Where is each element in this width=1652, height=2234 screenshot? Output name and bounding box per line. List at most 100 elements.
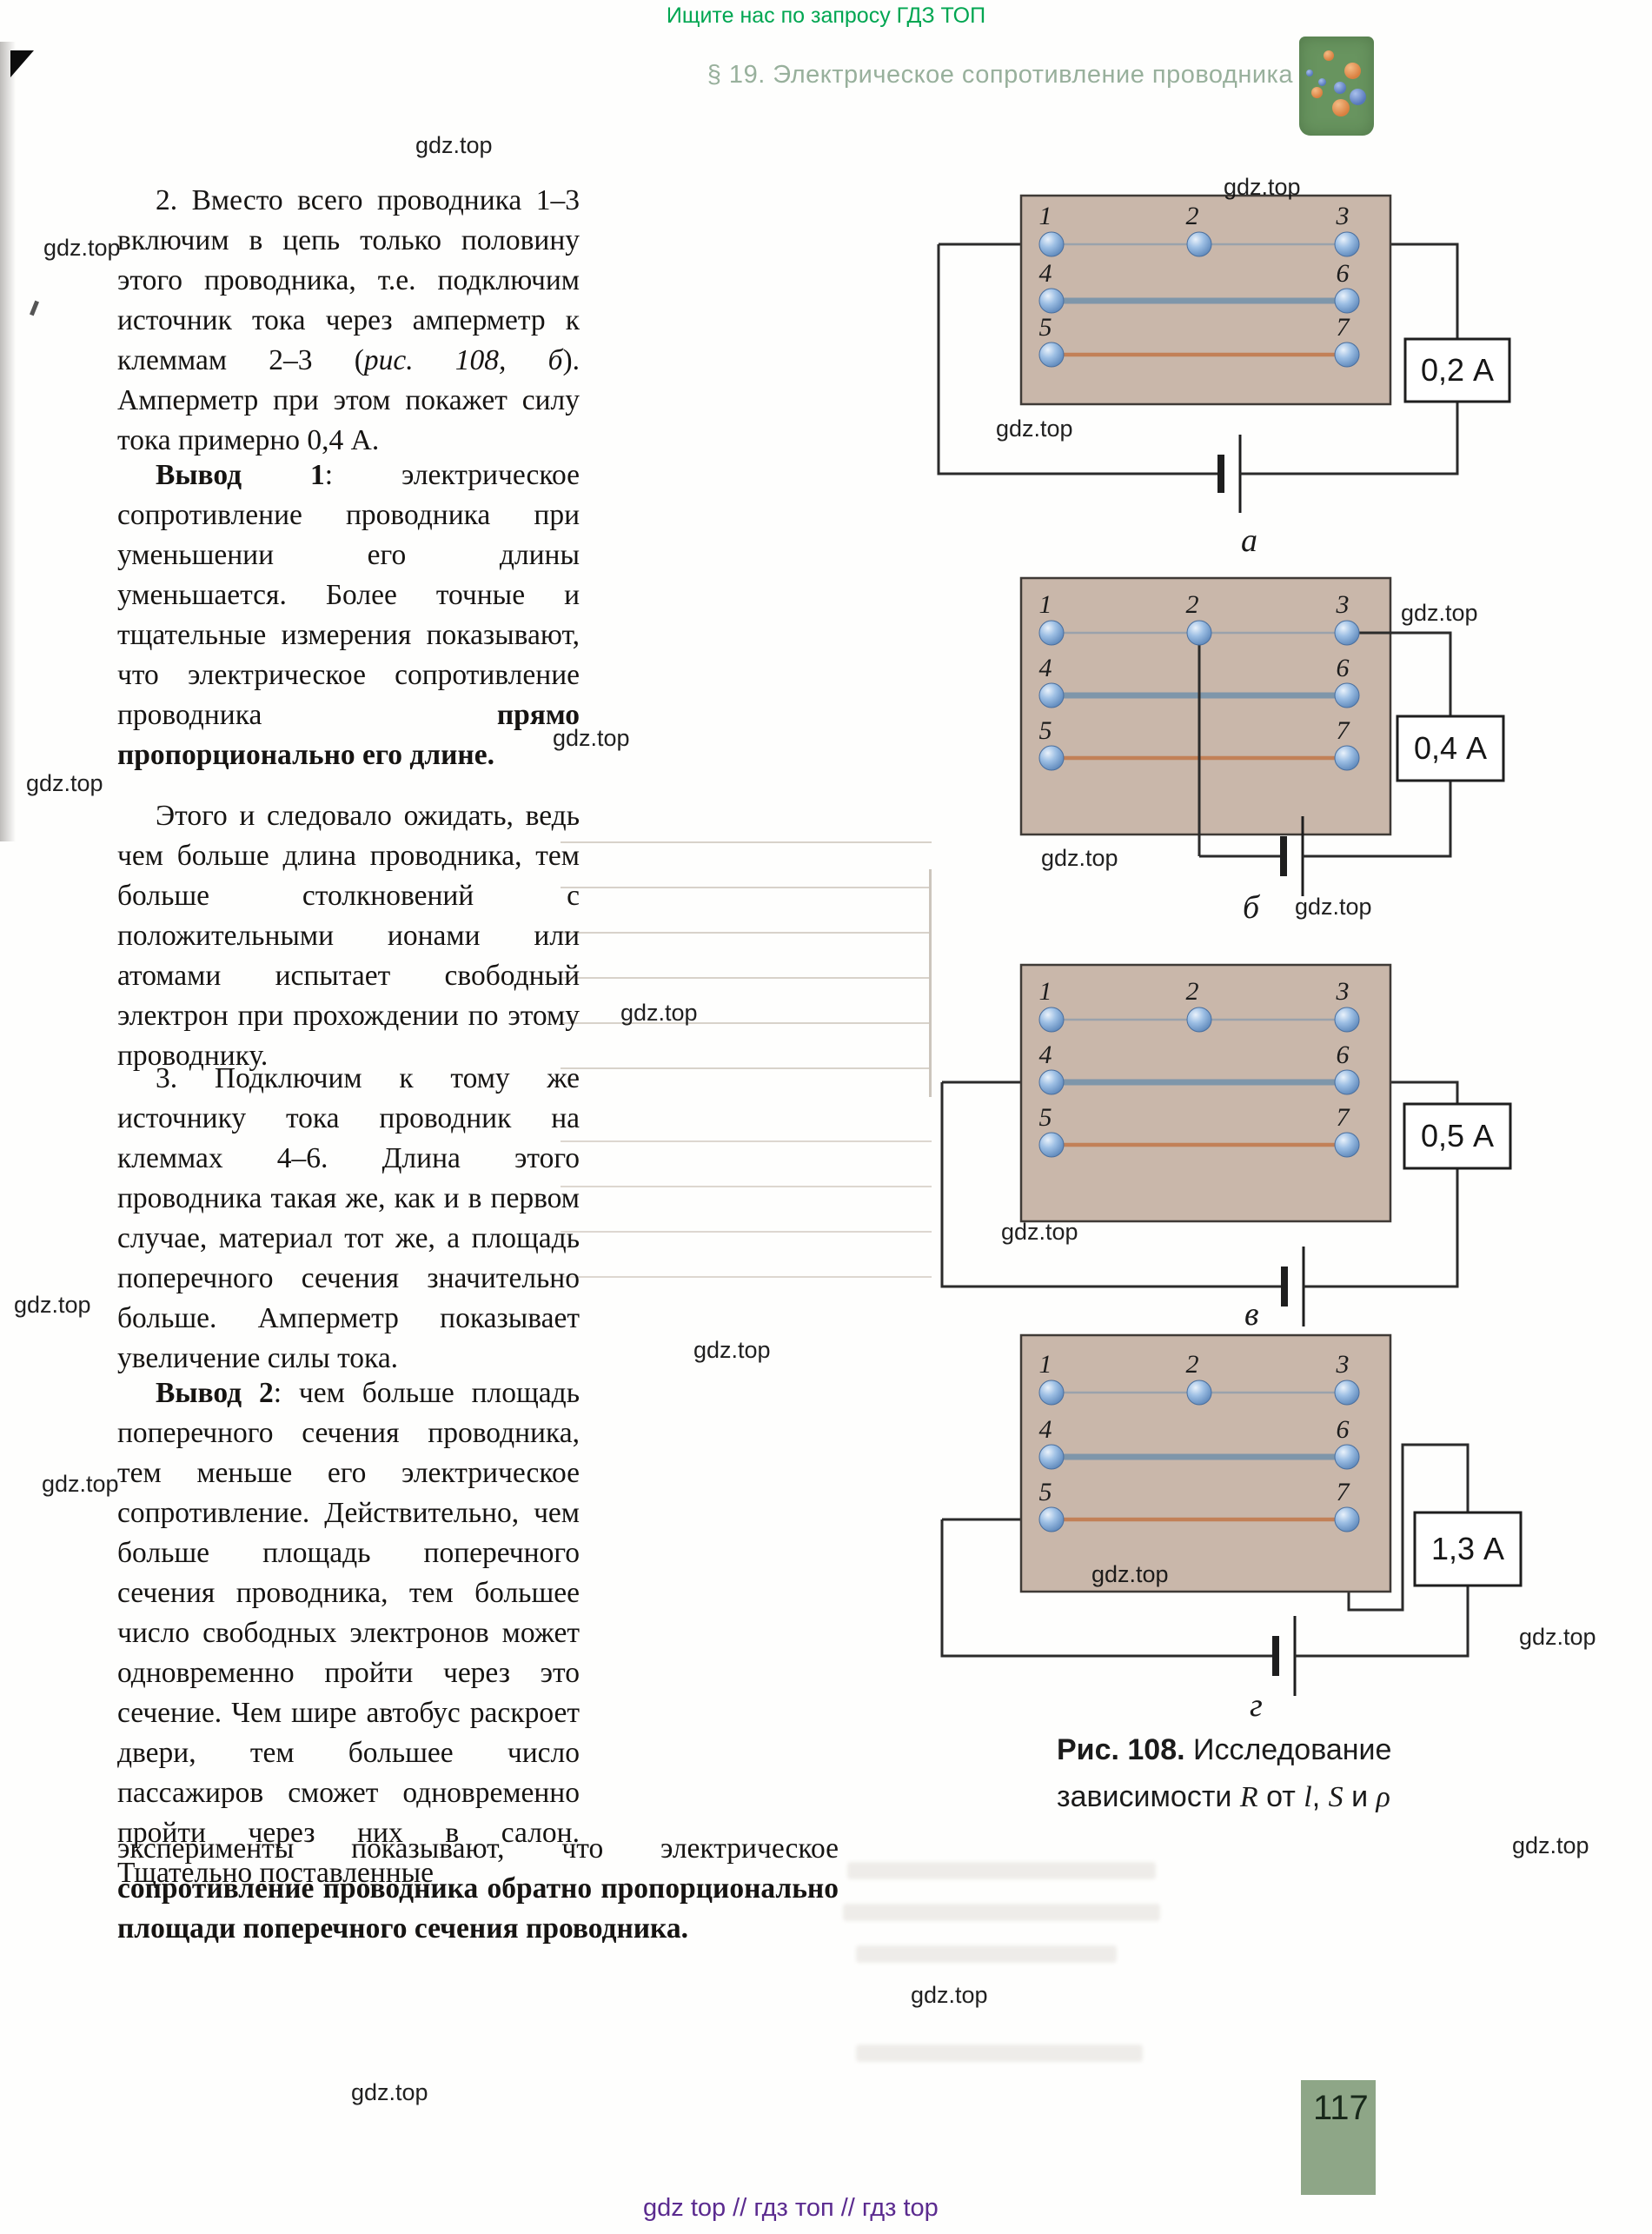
atom-dot <box>1344 63 1361 79</box>
atom-dot <box>1334 82 1346 94</box>
terminal-label: 4 <box>1039 654 1052 682</box>
bleedthrough-line <box>561 887 932 888</box>
circuit-diagram-a: 1 2 3 4 6 5 7 0,2 А <box>937 194 1511 513</box>
watermark: gdz.top <box>415 132 493 158</box>
terminal-label: 3 <box>1336 1350 1350 1379</box>
terminal-2 <box>1186 231 1212 257</box>
watermark: gdz.top <box>693 1337 771 1363</box>
conductor-board <box>1019 963 1392 1223</box>
ammeter-reading: 0,4 А <box>1414 730 1487 766</box>
terminal-label: 3 <box>1336 977 1350 1006</box>
bleedthrough-line <box>929 869 932 1097</box>
conductor-board <box>1019 1333 1392 1593</box>
terminal-label: 5 <box>1039 313 1052 342</box>
section-title: § 19. Электрическое сопротивление провод… <box>707 61 1293 89</box>
figure-caption: Рис. 108. Исследование зависимости R от … <box>1057 1726 1474 1821</box>
terminal-6 <box>1334 1069 1360 1095</box>
terminal-3 <box>1334 620 1360 646</box>
atom-dot <box>1311 87 1323 98</box>
diagram-label-g: г <box>1250 1687 1263 1724</box>
section-deco-image <box>1299 37 1374 136</box>
footer-links: gdz top // гдз топ // гдз top <box>643 2194 939 2222</box>
terminal-5 <box>1038 1132 1065 1158</box>
terminal-label: 7 <box>1337 716 1351 745</box>
conclusion-2-continued: эксперименты показывают, что электрическ… <box>117 1832 839 1945</box>
watermark: gdz.top <box>1041 845 1118 871</box>
diagram-label-a: а <box>1241 522 1257 559</box>
bleedthrough-line <box>561 1067 932 1069</box>
figure-caption-line2: зависимости R от l, S и ρ <box>1057 1780 1390 1813</box>
terminal-4 <box>1038 682 1065 708</box>
terminal-label: 4 <box>1039 1415 1052 1444</box>
terminal-label: 2 <box>1186 1350 1199 1379</box>
diagram-label-b: б <box>1243 889 1260 926</box>
bleedthrough-line <box>561 1022 932 1024</box>
watermark: gdz.top <box>26 770 103 796</box>
terminal-7 <box>1334 1132 1360 1158</box>
watermark: gdz.top <box>1091 1561 1169 1587</box>
ammeter <box>1413 1511 1523 1587</box>
terminal-5 <box>1038 342 1065 368</box>
ammeter <box>1403 337 1511 403</box>
atom-dot <box>1324 50 1334 61</box>
ammeter-reading: 0,2 А <box>1421 352 1494 388</box>
terminal-label: 3 <box>1336 202 1350 230</box>
watermark: gdz.top <box>1401 600 1478 626</box>
bleedthrough-text <box>843 1904 1160 1921</box>
terminal-6 <box>1334 288 1360 314</box>
terminal-6 <box>1334 682 1360 708</box>
watermark: gdz.top <box>1001 1219 1078 1245</box>
terminal-1 <box>1038 620 1065 646</box>
terminal-label: 7 <box>1337 1103 1351 1132</box>
watermark: gdz.top <box>1519 1624 1596 1650</box>
paragraph-3: 3. Подключим к тому же источнику тока пр… <box>117 1062 580 1374</box>
bleedthrough-line <box>561 932 932 934</box>
terminal-7 <box>1334 745 1360 771</box>
bleedthrough-line <box>561 841 932 843</box>
terminal-label: 4 <box>1039 259 1052 288</box>
terminal-label: 2 <box>1186 977 1199 1006</box>
circuit-diagram-g: 1 2 3 4 6 5 7 1,3 А <box>940 1333 1523 1696</box>
watermark: gdz.top <box>42 1471 119 1497</box>
terminal-3 <box>1334 1007 1360 1033</box>
terminal-label: 1 <box>1039 977 1052 1006</box>
watermark: gdz.top <box>43 235 121 261</box>
bleedthrough-text <box>856 2045 1143 2062</box>
conductor-board <box>1019 576 1392 836</box>
terminal-label: 4 <box>1039 1041 1052 1069</box>
terminal-label: 1 <box>1039 590 1052 619</box>
terminal-4 <box>1038 1069 1065 1095</box>
bleedthrough-line <box>561 1231 932 1233</box>
watermark: gdz.top <box>996 416 1073 442</box>
terminal-3 <box>1334 231 1360 257</box>
watermark: gdz.top <box>14 1292 91 1318</box>
terminal-label: 6 <box>1337 259 1350 288</box>
terminal-label: 3 <box>1336 590 1350 619</box>
terminal-label: 5 <box>1039 1478 1052 1506</box>
terminal-label: 7 <box>1337 1478 1351 1506</box>
conclusion-2: Вывод 2: чем больше площадь поперечного … <box>117 1377 581 1889</box>
terminal-7 <box>1334 342 1360 368</box>
terminal-2 <box>1186 1380 1212 1406</box>
terminal-label: 7 <box>1337 313 1351 342</box>
terminal-7 <box>1334 1506 1360 1533</box>
paragraph-2: 2. Вместо всего проводника 1–3 включим в… <box>117 184 580 456</box>
terminal-label: 5 <box>1039 1103 1052 1132</box>
page-corner-mark <box>10 50 34 77</box>
spine-tick-mark <box>29 300 40 316</box>
terminal-4 <box>1038 288 1065 314</box>
terminal-label: 6 <box>1337 1415 1350 1444</box>
watermark: gdz.top <box>553 725 630 751</box>
ammeter-reading: 1,3 А <box>1431 1531 1504 1566</box>
circuit-diagram-b: 1 2 3 4 6 5 7 0,4 А <box>1019 576 1505 896</box>
page-number: 117 <box>1313 2089 1369 2127</box>
bleedthrough-text <box>856 1945 1117 1963</box>
atom-dot <box>1318 78 1326 86</box>
diagram-label-v: в <box>1244 1296 1259 1333</box>
terminal-label: 6 <box>1337 654 1350 682</box>
terminal-1 <box>1038 1380 1065 1406</box>
circuit-diagram-v: 1 2 3 4 6 5 7 0,5 А <box>940 963 1512 1326</box>
terminal-1 <box>1038 1007 1065 1033</box>
watermark: gdz.top <box>1295 894 1372 920</box>
